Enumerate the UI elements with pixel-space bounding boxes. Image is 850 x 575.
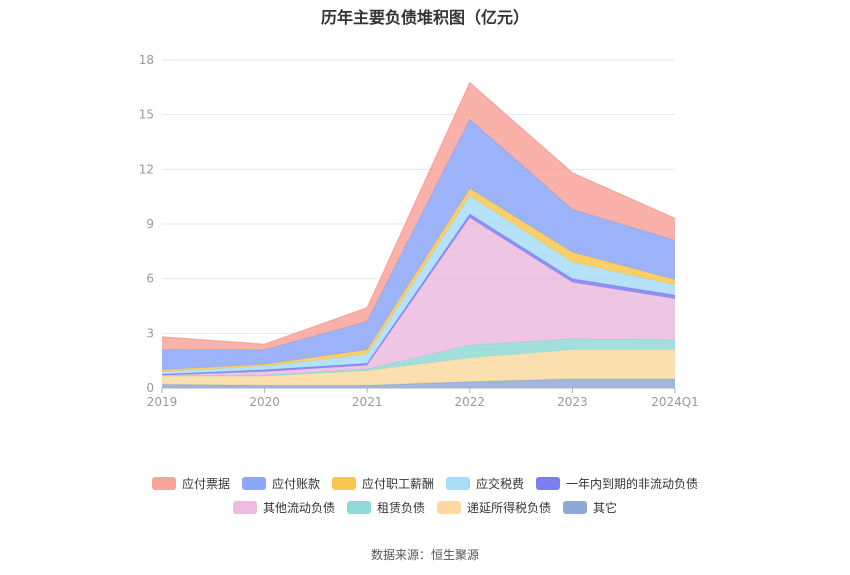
legend-label: 应付票据: [181, 476, 230, 491]
legend-swatch: [536, 476, 561, 490]
area-应交税费: [162, 195, 675, 375]
area-应付账款: [162, 119, 675, 370]
stacked-area-chart: 0 3 6 9 12 15 18 2019 2020 2021 2022 2023 2024Q1: [139, 53, 699, 409]
legend-label: 一年内到期的非流动负债: [566, 476, 699, 491]
legend-item[interactable]: 应付职工薪酬: [331, 475, 434, 492]
legend-swatch: [151, 476, 176, 490]
legend-swatch: [446, 476, 470, 490]
y-tick-label: 12: [139, 162, 154, 176]
y-tick-label: 0: [146, 381, 154, 395]
legend-swatch: [241, 476, 266, 490]
legend-label: 递延所得税负债: [467, 500, 552, 515]
x-tick-label: 2024Q1: [651, 395, 699, 409]
legend-row: 应付票据 应付账款 应付职工薪酬 应交税费 一年内到期的非流动负债: [0, 471, 850, 495]
x-tick-label: 2019: [147, 395, 178, 409]
legend-row: 其他流动负债 租赁负债 递延所得税负债 其它: [0, 495, 850, 519]
legend-swatch: [232, 500, 257, 514]
legend-label: 其他流动负债: [262, 500, 335, 515]
chart-title: 历年主要负债堆积图（亿元）: [320, 8, 529, 27]
source-note: 数据来源：恒生聚源: [370, 548, 479, 562]
area-其他流动负债: [162, 217, 675, 376]
x-tick-label: 2021: [352, 395, 383, 409]
x-tick-label: 2022: [455, 395, 486, 409]
legend-label: 应付账款: [271, 476, 320, 491]
x-tick-label: 2020: [249, 395, 280, 409]
legend-swatch: [331, 476, 356, 490]
y-tick-label: 18: [139, 53, 154, 67]
area-line-应付票据: [161, 81, 676, 345]
y-tick-label: 3: [146, 326, 154, 340]
x-tick-label: 2023: [557, 395, 588, 409]
legend-swatch: [346, 500, 371, 514]
legend: 应付票据 应付账款 应付职工薪酬 应交税费 一年内到期的非流动负债其他流动负债 租赁负债 递…: [0, 471, 850, 519]
legend-label: 租赁负债: [376, 500, 425, 515]
y-tick-label: 6: [146, 272, 154, 286]
legend-item[interactable]: 应付票据: [151, 475, 230, 492]
legend-swatch: [437, 500, 461, 514]
area-应付票据: [162, 82, 675, 350]
legend-label: 应付职工薪酬: [361, 476, 434, 491]
axes: 0 3 6 9 12 15 18 2019 2020 2021 2022 2023 2024Q1: [139, 53, 699, 409]
legend-item[interactable]: 一年内到期的非流动负债: [536, 475, 698, 492]
y-tick-label: 15: [139, 108, 154, 122]
legend-label: 应交税费: [476, 476, 525, 491]
legend-item[interactable]: 其他流动负债: [232, 499, 335, 516]
legend-item[interactable]: 应付账款: [241, 475, 320, 492]
legend-item[interactable]: 递延所得税负债: [437, 499, 551, 516]
area-series: [161, 81, 676, 388]
legend-item[interactable]: 应交税费: [446, 475, 524, 492]
legend-label: 其它: [593, 500, 618, 515]
legend-item[interactable]: 租赁负债: [346, 499, 425, 516]
legend-swatch: [563, 500, 588, 514]
area-递延所得税负债: [162, 349, 675, 386]
y-tick-label: 9: [146, 217, 154, 231]
legend-item[interactable]: 其它: [563, 499, 617, 516]
